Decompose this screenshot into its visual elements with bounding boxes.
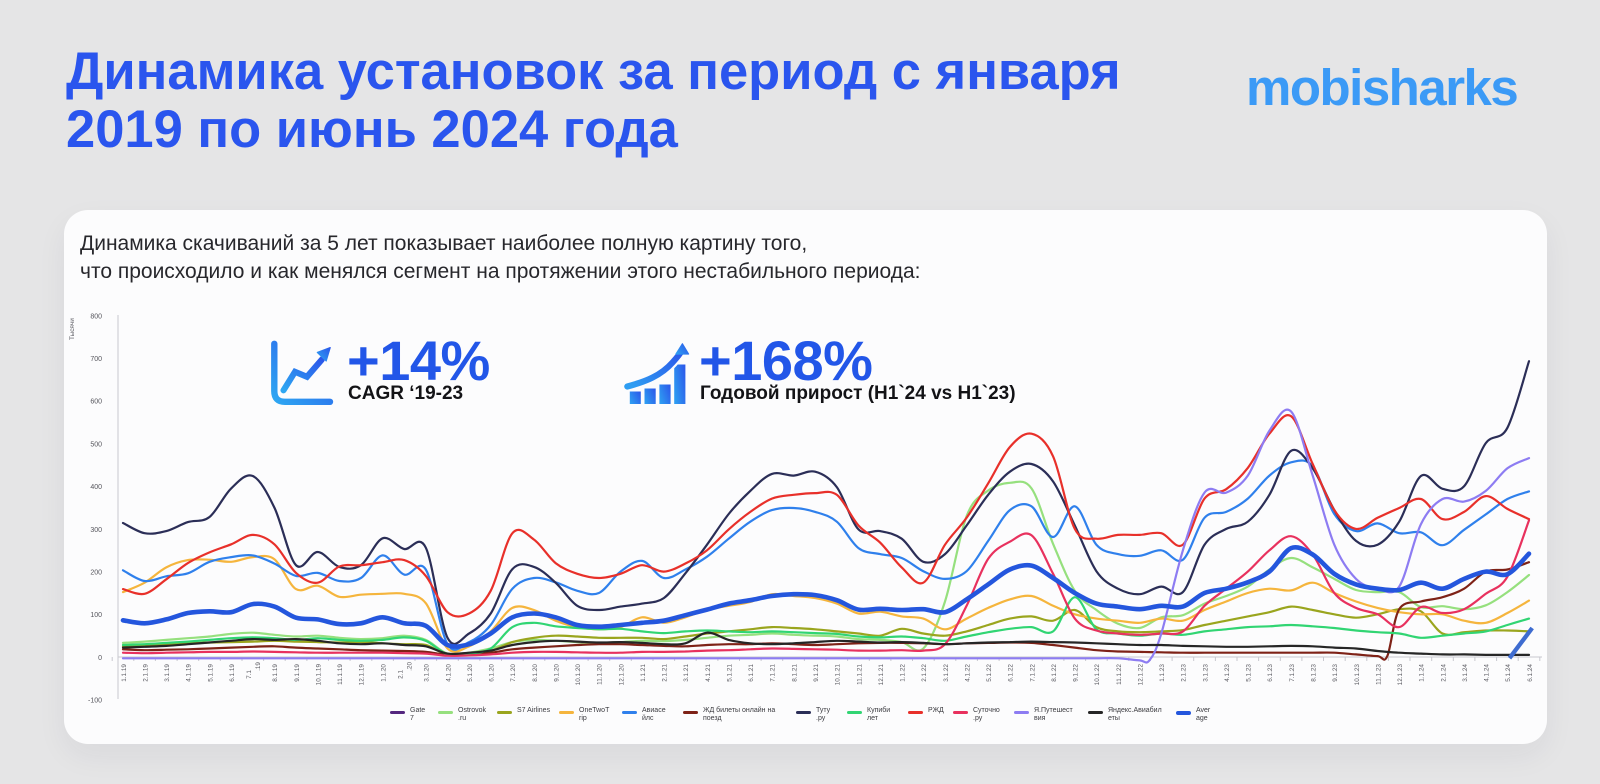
- svg-text:5.1.22: 5.1.22: [986, 664, 993, 682]
- svg-text:3.1.22: 3.1.22: [943, 664, 950, 682]
- svg-text:12.1.21: 12.1.21: [878, 664, 885, 686]
- svg-text:8.1.20: 8.1.20: [532, 664, 539, 682]
- svg-text:300: 300: [90, 527, 102, 534]
- svg-text:3.1.19: 3.1.19: [164, 664, 171, 682]
- svg-text:9.1.22: 9.1.22: [1073, 664, 1080, 682]
- svg-text:11.1.21: 11.1.21: [856, 664, 863, 685]
- svg-text:500: 500: [90, 441, 102, 448]
- svg-text:5.1.20: 5.1.20: [467, 664, 474, 682]
- svg-text:4.1.22: 4.1.22: [964, 664, 971, 682]
- svg-text:12.1.23: 12.1.23: [1397, 664, 1404, 686]
- svg-text:1.1.22: 1.1.22: [900, 664, 907, 682]
- svg-text:10.1.22: 10.1.22: [1094, 664, 1101, 686]
- svg-text:9.1.19: 9.1.19: [294, 664, 301, 682]
- svg-text:4.1.24: 4.1.24: [1484, 664, 1491, 682]
- svg-text:2.1.22: 2.1.22: [921, 664, 928, 682]
- svg-text:6.1.20: 6.1.20: [489, 664, 496, 682]
- svg-text:11.1.23: 11.1.23: [1375, 664, 1382, 685]
- svg-text:2.1.23: 2.1.23: [1181, 664, 1188, 682]
- svg-text:3.1.24: 3.1.24: [1462, 664, 1469, 682]
- svg-text:5.1.23: 5.1.23: [1246, 664, 1253, 682]
- svg-text:11.1.19: 11.1.19: [337, 664, 344, 685]
- svg-text:8.1.19: 8.1.19: [272, 664, 279, 682]
- svg-text:7.1.22: 7.1.22: [1029, 664, 1036, 682]
- svg-text:3.1.20: 3.1.20: [424, 664, 431, 682]
- svg-text:7.1.21: 7.1.21: [770, 664, 777, 682]
- svg-text:0: 0: [98, 655, 102, 662]
- svg-text:4.1.23: 4.1.23: [1224, 664, 1231, 682]
- svg-text:100: 100: [90, 612, 102, 619]
- svg-text:2.1.21: 2.1.21: [662, 664, 669, 682]
- svg-text:6.1.24: 6.1.24: [1527, 664, 1534, 682]
- svg-text:2.1: 2.1: [398, 670, 405, 679]
- svg-text:8.1.23: 8.1.23: [1311, 664, 1318, 682]
- svg-text:5.1.24: 5.1.24: [1505, 664, 1512, 682]
- svg-text:6.1.19: 6.1.19: [229, 664, 236, 682]
- svg-text:2.1.19: 2.1.19: [142, 664, 149, 682]
- svg-text:8.1.21: 8.1.21: [791, 664, 798, 682]
- svg-text:5.1.21: 5.1.21: [727, 664, 734, 682]
- svg-text:11.1.22: 11.1.22: [1116, 664, 1123, 685]
- svg-text:2.1.24: 2.1.24: [1440, 664, 1447, 682]
- svg-text:.19: .19: [255, 662, 262, 671]
- svg-text:10.1.20: 10.1.20: [575, 664, 582, 686]
- svg-text:7.1.23: 7.1.23: [1289, 664, 1296, 682]
- svg-text:Тысячи: Тысячи: [69, 318, 76, 340]
- svg-text:3.1.21: 3.1.21: [683, 664, 690, 682]
- svg-text:3.1.23: 3.1.23: [1202, 664, 1209, 682]
- svg-text:12.1.19: 12.1.19: [359, 664, 366, 686]
- svg-text:1.1.23: 1.1.23: [1159, 664, 1166, 682]
- svg-text:9.1.20: 9.1.20: [553, 664, 560, 682]
- svg-text:5.1.19: 5.1.19: [207, 664, 214, 682]
- svg-text:6.1.21: 6.1.21: [748, 664, 755, 682]
- svg-text:6.1.22: 6.1.22: [1008, 664, 1015, 682]
- svg-text:4.1.20: 4.1.20: [445, 664, 452, 682]
- svg-text:8.1.22: 8.1.22: [1051, 664, 1058, 682]
- svg-text:7.1.20: 7.1.20: [510, 664, 517, 682]
- svg-text:6.1.23: 6.1.23: [1267, 664, 1274, 682]
- svg-text:11.1.20: 11.1.20: [597, 664, 604, 685]
- svg-text:200: 200: [90, 569, 102, 576]
- svg-text:1.1.19: 1.1.19: [121, 664, 128, 682]
- svg-text:1.1.20: 1.1.20: [380, 664, 387, 682]
- svg-text:1.1.21: 1.1.21: [640, 664, 647, 682]
- svg-text:10.1.21: 10.1.21: [835, 664, 842, 686]
- svg-text:9.1.21: 9.1.21: [813, 664, 820, 682]
- svg-text:800: 800: [90, 313, 102, 320]
- svg-text:1.1.24: 1.1.24: [1419, 664, 1426, 682]
- svg-text:-100: -100: [88, 698, 102, 705]
- svg-text:7.1: 7.1: [246, 670, 253, 679]
- svg-text:9.1.23: 9.1.23: [1332, 664, 1339, 682]
- svg-text:.20: .20: [407, 662, 414, 671]
- svg-text:400: 400: [90, 484, 102, 491]
- svg-text:4.1.21: 4.1.21: [705, 664, 712, 682]
- svg-text:12.1.22: 12.1.22: [1138, 664, 1145, 686]
- svg-text:4.1.19: 4.1.19: [186, 664, 193, 682]
- svg-text:12.1.20: 12.1.20: [618, 664, 625, 686]
- svg-text:600: 600: [90, 399, 102, 406]
- svg-text:10.1.19: 10.1.19: [316, 664, 323, 686]
- svg-text:700: 700: [90, 356, 102, 363]
- svg-text:10.1.23: 10.1.23: [1354, 664, 1361, 686]
